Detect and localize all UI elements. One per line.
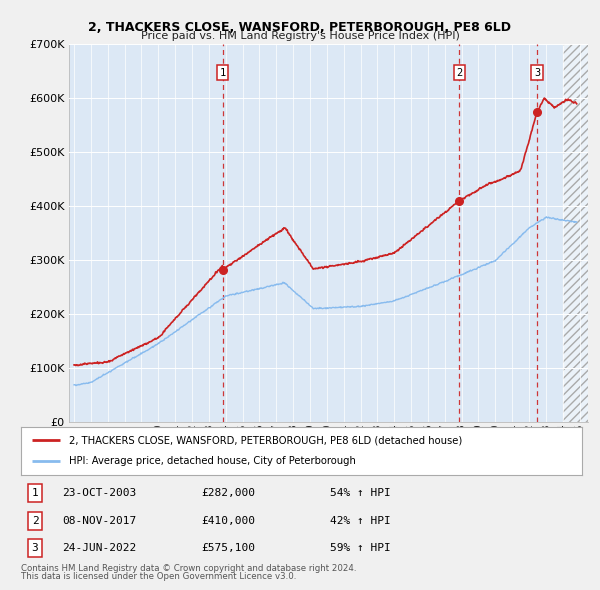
Text: Contains HM Land Registry data © Crown copyright and database right 2024.: Contains HM Land Registry data © Crown c… — [21, 563, 356, 572]
Text: £282,000: £282,000 — [202, 489, 256, 499]
Text: 23-OCT-2003: 23-OCT-2003 — [62, 489, 137, 499]
Text: HPI: Average price, detached house, City of Peterborough: HPI: Average price, detached house, City… — [68, 457, 356, 467]
Text: 1: 1 — [32, 489, 38, 499]
Bar — [563, 44, 588, 422]
Text: £410,000: £410,000 — [202, 516, 256, 526]
Bar — [563, 44, 588, 422]
Text: 59% ↑ HPI: 59% ↑ HPI — [329, 543, 391, 553]
Text: This data is licensed under the Open Government Licence v3.0.: This data is licensed under the Open Gov… — [21, 572, 296, 581]
Text: 3: 3 — [534, 68, 540, 77]
Text: 3: 3 — [32, 543, 38, 553]
Text: 2: 2 — [32, 516, 38, 526]
Text: Price paid vs. HM Land Registry's House Price Index (HPI): Price paid vs. HM Land Registry's House … — [140, 31, 460, 41]
Text: 2: 2 — [456, 68, 463, 77]
Text: 2, THACKERS CLOSE, WANSFORD, PETERBOROUGH, PE8 6LD (detached house): 2, THACKERS CLOSE, WANSFORD, PETERBOROUG… — [68, 435, 462, 445]
Text: 1: 1 — [220, 68, 226, 77]
Text: 24-JUN-2022: 24-JUN-2022 — [62, 543, 137, 553]
Text: 54% ↑ HPI: 54% ↑ HPI — [329, 489, 391, 499]
Text: 2, THACKERS CLOSE, WANSFORD, PETERBOROUGH, PE8 6LD: 2, THACKERS CLOSE, WANSFORD, PETERBOROUG… — [89, 21, 511, 34]
Text: 08-NOV-2017: 08-NOV-2017 — [62, 516, 137, 526]
Text: £575,100: £575,100 — [202, 543, 256, 553]
Text: 42% ↑ HPI: 42% ↑ HPI — [329, 516, 391, 526]
